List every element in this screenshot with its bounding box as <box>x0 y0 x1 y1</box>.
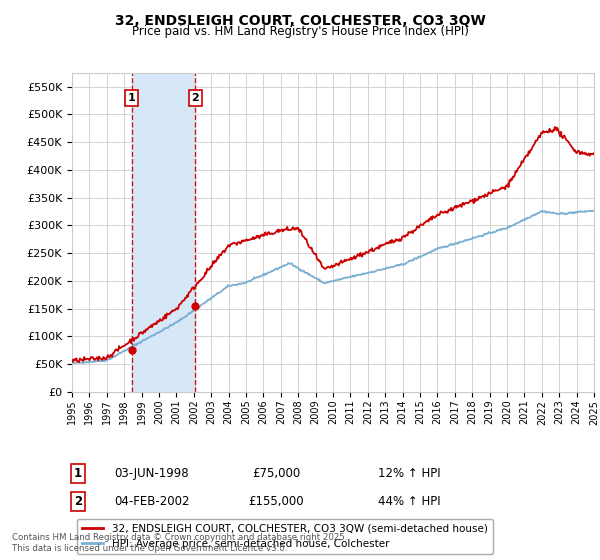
Text: 03-JUN-1998: 03-JUN-1998 <box>114 466 188 480</box>
Text: 2: 2 <box>74 494 82 508</box>
Text: £75,000: £75,000 <box>252 466 300 480</box>
Text: £155,000: £155,000 <box>248 494 304 508</box>
Legend: 32, ENDSLEIGH COURT, COLCHESTER, CO3 3QW (semi-detached house), HPI: Average pri: 32, ENDSLEIGH COURT, COLCHESTER, CO3 3QW… <box>77 519 493 554</box>
Text: 04-FEB-2002: 04-FEB-2002 <box>114 494 190 508</box>
Text: Price paid vs. HM Land Registry's House Price Index (HPI): Price paid vs. HM Land Registry's House … <box>131 25 469 38</box>
Text: 1: 1 <box>74 466 82 480</box>
Bar <box>131 73 196 392</box>
Text: 2: 2 <box>191 93 199 103</box>
Text: Contains HM Land Registry data © Crown copyright and database right 2025.
This d: Contains HM Land Registry data © Crown c… <box>12 533 347 553</box>
Text: 12% ↑ HPI: 12% ↑ HPI <box>378 466 440 480</box>
Text: 32, ENDSLEIGH COURT, COLCHESTER, CO3 3QW: 32, ENDSLEIGH COURT, COLCHESTER, CO3 3QW <box>115 14 485 28</box>
Text: 44% ↑ HPI: 44% ↑ HPI <box>378 494 440 508</box>
Text: 1: 1 <box>128 93 136 103</box>
